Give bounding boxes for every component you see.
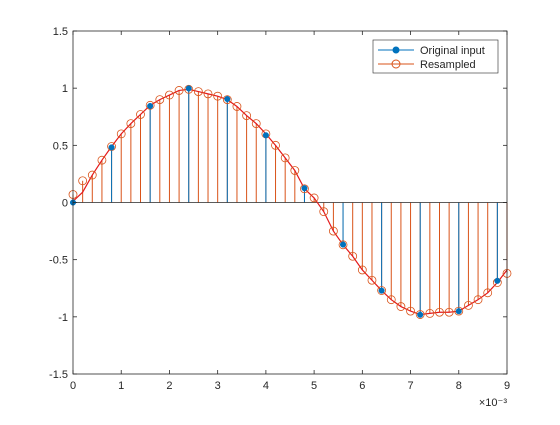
- resampled-point: [97, 155, 107, 165]
- resampled-point: [126, 119, 136, 129]
- legend-swatch-original-marker: [392, 46, 400, 54]
- resampled-point: [367, 275, 377, 285]
- legend-label-resampled: Resampled: [420, 59, 476, 71]
- resampled-point: [232, 102, 242, 111]
- resampled-point: [328, 226, 338, 236]
- resampled-point: [338, 240, 348, 250]
- original-point: [378, 287, 385, 294]
- original-point: [339, 241, 347, 248]
- original-stems: [111, 88, 498, 315]
- resampled-point: [174, 86, 184, 95]
- resampled-point: [145, 100, 155, 110]
- resampled-point: [213, 91, 223, 101]
- legend-label-original: Original input: [420, 45, 485, 57]
- resampled-point: [300, 184, 309, 194]
- y-tick-label: 0.5: [53, 140, 68, 152]
- resampled-point: [406, 306, 415, 316]
- y-tick-label: -0.5: [49, 255, 68, 267]
- resampled-point: [78, 176, 88, 186]
- resampled-point: [155, 95, 165, 104]
- resampled-point: [444, 307, 454, 317]
- x-tick-label: 3: [215, 380, 221, 392]
- resampled-point: [251, 119, 261, 129]
- resampled-point: [377, 286, 387, 295]
- x-axis-exponent-label: ×10⁻³: [479, 397, 507, 409]
- resampled-point: [242, 111, 252, 121]
- resampled-point: [464, 300, 473, 310]
- x-tick-label: 4: [263, 380, 269, 392]
- resampled-point: [319, 207, 329, 217]
- resampled-point: [116, 129, 126, 139]
- original-point: [455, 308, 462, 315]
- original-point: [301, 185, 308, 192]
- x-tick-label: 7: [407, 380, 413, 392]
- original-point: [417, 311, 424, 318]
- x-tick-label: 6: [359, 380, 365, 392]
- resampled-point: [271, 140, 280, 150]
- x-tick-label: 2: [166, 380, 172, 392]
- resampled-point: [87, 170, 97, 180]
- resampled-point: [222, 95, 232, 104]
- original-point: [262, 132, 269, 139]
- resampled-point: [357, 265, 367, 275]
- resampled-point: [280, 153, 290, 163]
- resampled-point: [184, 84, 194, 94]
- resampled-point: [165, 90, 174, 100]
- resampled-point: [425, 309, 435, 318]
- original-point: [147, 102, 154, 110]
- resampled-point: [309, 193, 319, 203]
- x-tick-label: 0: [70, 380, 76, 392]
- x-tick-label: 5: [311, 380, 317, 392]
- resampled-point: [396, 302, 406, 311]
- resampled-point: [107, 142, 116, 151]
- resampled-point: [290, 166, 300, 175]
- original-point: [185, 85, 192, 92]
- resampled-point: [473, 295, 483, 305]
- x-tick-label: 9: [504, 380, 510, 392]
- y-tick-label: 0: [62, 198, 68, 210]
- original-point: [108, 144, 115, 151]
- y-tick-label: 1.5: [53, 26, 68, 38]
- x-tick-label: 8: [456, 380, 462, 392]
- y-axis-ticks: -1.5 -1 -0.5 0 0.5 1 1.5: [49, 26, 507, 381]
- y-tick-label: 1: [62, 83, 68, 95]
- x-tick-label: 1: [118, 380, 124, 392]
- x-axis-ticks: 0 1 2 3 4 5 6 7 8 9: [70, 31, 510, 392]
- resampled-point: [435, 307, 444, 317]
- resampled-point: [203, 89, 213, 99]
- resampled-point: [386, 295, 396, 305]
- resampled-point: [136, 110, 145, 119]
- resampled-point: [193, 87, 203, 96]
- y-tick-label: -1: [58, 312, 68, 324]
- resampled-point: [483, 288, 493, 298]
- interpolated-line: [72, 88, 508, 316]
- resampled-point: [348, 251, 358, 261]
- legend-swatch-resampled-marker: [391, 59, 401, 69]
- resampled-point: [415, 310, 425, 319]
- resampled-point: [454, 306, 464, 316]
- original-point: [494, 277, 501, 284]
- legend: Original input Resampled: [372, 39, 499, 74]
- y-tick-label: -1.5: [49, 369, 68, 381]
- original-point: [224, 95, 231, 103]
